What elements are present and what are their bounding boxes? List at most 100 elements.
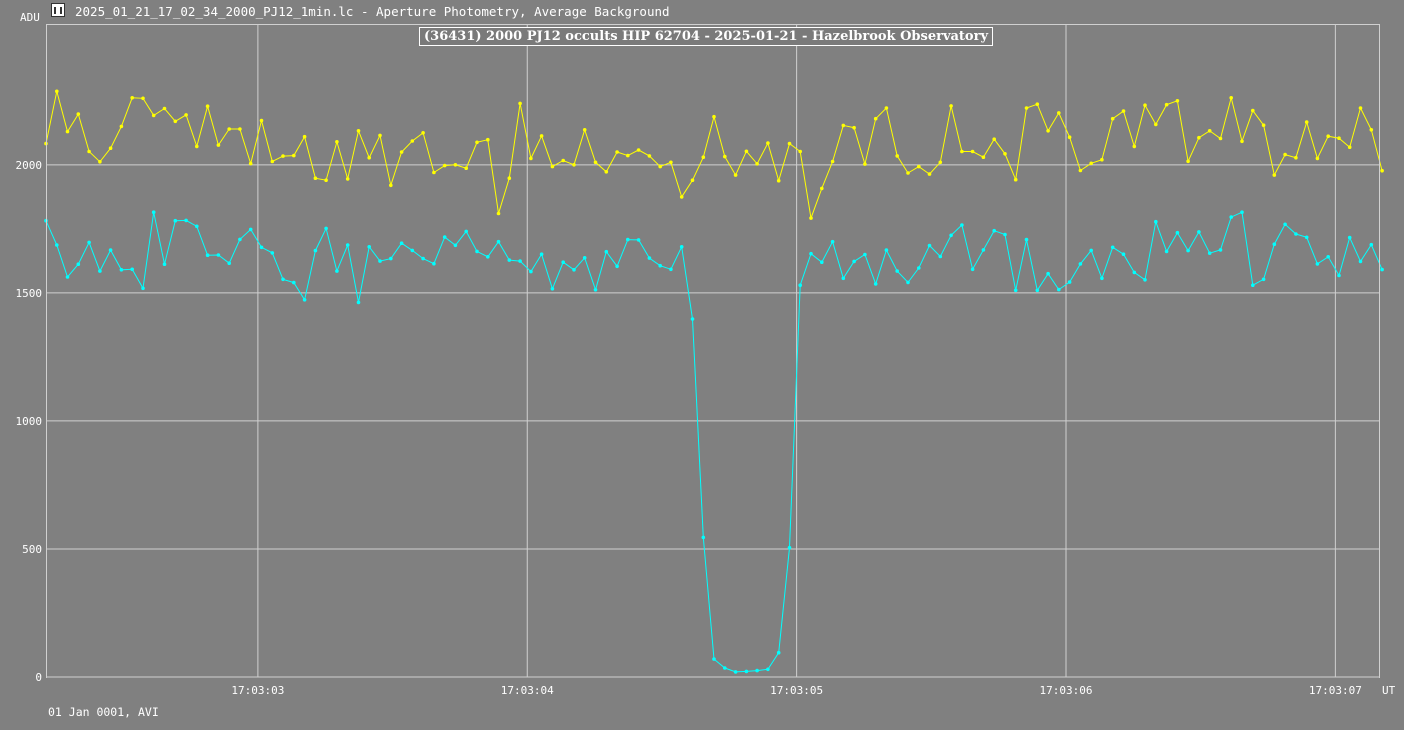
data-point	[367, 245, 372, 249]
data-point	[141, 96, 145, 101]
data-point	[593, 160, 598, 165]
data-point	[184, 113, 188, 117]
y-tick-labels: 0 500 1000 1500 2000	[16, 159, 43, 684]
data-point	[529, 269, 533, 274]
data-point	[313, 176, 318, 180]
data-point	[1143, 278, 1147, 282]
data-point	[399, 241, 404, 245]
data-point	[1035, 288, 1040, 293]
data-point	[1218, 248, 1223, 252]
data-point	[119, 268, 124, 272]
data-point	[873, 116, 878, 121]
footer-date-label: 01 Jan 0001, AVI	[48, 705, 159, 719]
data-point	[1347, 145, 1352, 149]
data-point	[76, 112, 81, 116]
data-point	[1251, 108, 1255, 113]
data-point	[873, 282, 878, 286]
data-point	[679, 245, 684, 249]
data-point	[550, 164, 555, 169]
data-point	[259, 245, 264, 250]
x-tick-label: 17:03:05	[770, 684, 823, 697]
data-point	[1186, 248, 1190, 253]
data-point	[1154, 122, 1158, 127]
data-point	[399, 150, 404, 154]
data-point	[863, 162, 867, 166]
data-point	[335, 269, 339, 273]
data-point	[292, 153, 296, 158]
data-point	[389, 256, 393, 261]
data-point	[496, 211, 501, 216]
data-point	[701, 155, 706, 159]
data-point	[367, 155, 372, 160]
data-point	[184, 218, 188, 223]
data-point	[981, 155, 986, 159]
data-point	[486, 254, 490, 259]
data-point	[1380, 168, 1384, 173]
data-point	[1154, 219, 1158, 224]
data-point	[960, 149, 964, 154]
data-point	[723, 666, 727, 670]
data-point	[1304, 235, 1309, 240]
data-point	[518, 101, 522, 106]
data-point	[356, 300, 361, 305]
y-axis-label: ADU	[20, 11, 40, 24]
data-point	[1261, 123, 1266, 127]
data-point	[615, 150, 619, 154]
data-point	[970, 267, 975, 272]
data-point	[1229, 215, 1233, 219]
data-point	[475, 249, 479, 254]
data-point	[281, 277, 285, 282]
data-point	[539, 252, 544, 256]
data-point	[421, 131, 425, 135]
data-point	[518, 259, 522, 263]
data-point	[270, 159, 275, 164]
data-point	[173, 119, 178, 124]
data-point	[130, 96, 134, 100]
data-point	[1326, 254, 1330, 259]
data-point	[1358, 259, 1363, 264]
data-point	[259, 118, 264, 123]
data-point	[313, 248, 318, 253]
data-point	[539, 134, 544, 138]
data-point	[647, 154, 652, 158]
data-point	[733, 173, 738, 177]
data-point	[604, 170, 609, 174]
data-point	[669, 267, 673, 272]
data-point	[1197, 230, 1201, 234]
data-point	[1218, 136, 1223, 141]
data-point	[938, 160, 943, 165]
data-point	[432, 261, 436, 266]
data-point	[776, 650, 781, 655]
data-point	[679, 195, 684, 199]
x-tick-label: 17:03:04	[501, 684, 554, 697]
data-point	[1261, 277, 1266, 282]
data-point	[216, 253, 221, 257]
data-point	[561, 158, 565, 163]
data-point	[195, 224, 199, 229]
data-point	[292, 280, 296, 285]
data-point	[529, 156, 533, 161]
data-point	[712, 114, 716, 119]
data-point	[378, 259, 382, 263]
data-point	[1380, 267, 1384, 272]
data-point	[766, 667, 770, 672]
data-point	[927, 243, 932, 248]
data-point	[593, 288, 598, 292]
data-point	[970, 149, 975, 154]
data-point	[1175, 99, 1180, 103]
data-point	[130, 267, 134, 272]
data-point	[1304, 120, 1309, 124]
data-point	[1110, 116, 1115, 121]
data-point	[410, 139, 415, 143]
data-point	[895, 154, 899, 158]
lightcurve-app-icon[interactable]	[51, 3, 65, 17]
data-point	[712, 657, 716, 661]
data-point	[335, 140, 339, 144]
data-point	[421, 256, 425, 261]
data-point	[496, 239, 501, 244]
data-point	[561, 260, 565, 265]
data-point	[884, 248, 889, 252]
data-point	[151, 113, 156, 118]
data-point	[141, 286, 145, 291]
